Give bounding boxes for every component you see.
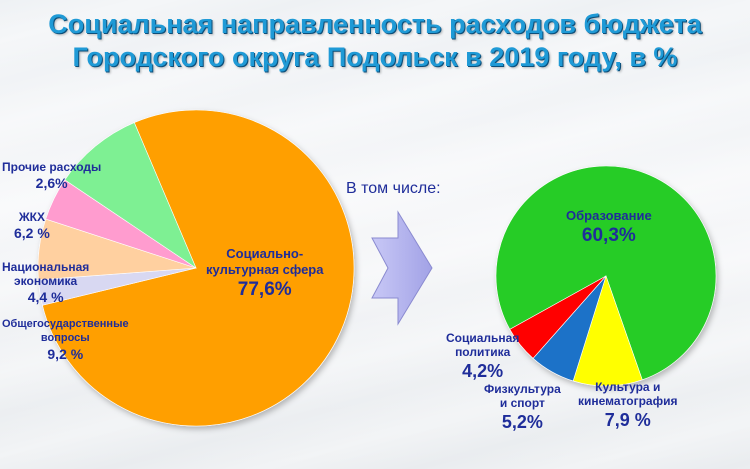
detail-pie-slice-2	[572, 275, 643, 387]
label-social-policy: Социальная политика 4,2%	[446, 331, 519, 383]
label-culture: Культура и кинематография 7,9 %	[578, 380, 677, 432]
label-sport-name-2: и спорт	[499, 396, 545, 410]
label-education-value: 60,3%	[581, 225, 636, 246]
label-socio-name-2: культурная сфера	[206, 262, 324, 277]
label-sport: Физкультура и спорт 5,2%	[484, 382, 561, 434]
label-social-name-1: Социальная	[446, 331, 520, 345]
label-government-name-1: Общегосударственные	[2, 318, 129, 330]
label-government-value: 9,2 %	[47, 346, 84, 362]
subheading: В том числе:	[346, 180, 441, 197]
label-zhkh-value: 6,2 %	[14, 225, 50, 241]
label-culture-name-1: Культура и	[595, 380, 661, 394]
detail-pie-slice-4	[509, 275, 607, 359]
label-socio-name-1: Социально-	[226, 246, 304, 261]
label-social-name-2: политика	[455, 345, 511, 359]
page-title: Социальная направленность расходов бюдже…	[0, 8, 750, 74]
label-sport-value: 5,2%	[501, 412, 543, 432]
label-social-value: 4,2%	[462, 361, 504, 381]
label-socio-value: 77,6%	[237, 279, 292, 300]
label-culture-name-2: кинематография	[578, 394, 678, 408]
label-economy-name-1: Национальная	[2, 260, 90, 274]
label-culture-value: 7,9 %	[604, 410, 651, 430]
arrow-icon	[371, 210, 433, 326]
title-line-2: Городского округа Подольск в 2019 году, …	[72, 42, 678, 72]
label-economy-value: 4,4 %	[27, 289, 64, 305]
detail-pie-slice-1	[495, 165, 717, 381]
label-education: Образование 60,3%	[566, 208, 652, 248]
label-economy: Национальная экономика 4,4 %	[2, 260, 89, 306]
label-zhkh: ЖКХ 6,2 %	[14, 210, 50, 242]
title-line-1: Социальная направленность расходов бюдже…	[48, 9, 702, 39]
label-zhkh-name: ЖКХ	[18, 210, 45, 224]
label-government-name-2: вопросы	[40, 332, 90, 344]
main-pie-chart	[37, 109, 355, 427]
label-socio-cultural: Социально- культурная сфера 77,6%	[206, 246, 323, 302]
main-pie-slice-1	[42, 109, 355, 427]
label-other-expenses: Прочие расходы 2,6%	[2, 160, 101, 192]
label-education-name: Образование	[566, 208, 652, 223]
label-sport-name-1: Физкультура	[484, 382, 561, 396]
label-economy-name-2: экономика	[14, 274, 78, 288]
detail-pie-chart	[495, 165, 717, 387]
main-pie-slice-5	[64, 122, 197, 269]
label-government: Общегосударственные вопросы 9,2 %	[2, 317, 129, 363]
label-other-value: 2,6%	[35, 175, 68, 191]
label-other-name: Прочие расходы	[2, 160, 102, 174]
